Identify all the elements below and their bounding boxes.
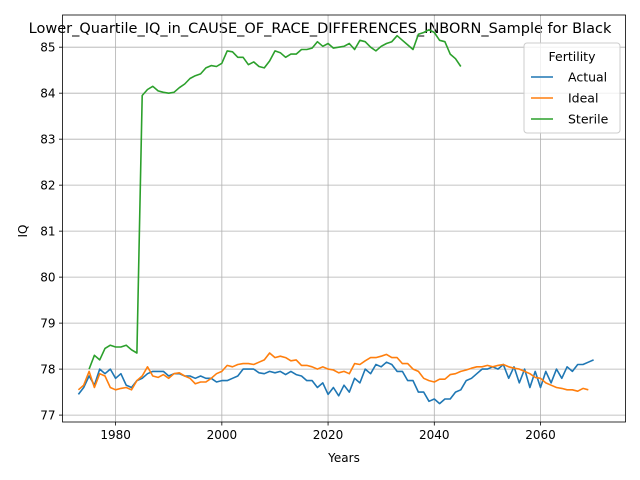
x-tick-label: 2040	[419, 428, 450, 442]
chart-title: Lower_Quartile_IQ_in_CAUSE_OF_RACE_DIFFE…	[29, 21, 612, 37]
legend-label-actual: Actual	[568, 70, 607, 85]
legend-label-sterile: Sterile	[568, 112, 609, 127]
y-axis: 77 78 79 80 81 82 83 84 85	[40, 41, 63, 423]
x-tick-label: 2020	[313, 428, 344, 442]
series-line-actual	[77, 359, 594, 405]
y-tick-label: 79	[40, 317, 55, 331]
y-tick-label: 84	[40, 87, 55, 101]
legend-items: Actual Ideal Sterile	[531, 70, 609, 127]
y-tick-label: 77	[40, 409, 55, 423]
y-tick-label: 82	[40, 179, 55, 193]
y-axis-label: IQ	[16, 225, 30, 238]
series-line-sterile	[88, 28, 462, 370]
x-tick-label: 2000	[207, 428, 238, 442]
x-axis-label: Years	[327, 451, 360, 465]
y-tick-label: 80	[40, 271, 55, 285]
y-tick-label: 81	[40, 225, 55, 239]
series-lines	[77, 28, 594, 405]
x-tick-label: 2060	[525, 428, 556, 442]
legend-box	[523, 42, 621, 134]
y-tick-label: 85	[40, 41, 55, 55]
legend-title: Fertility	[549, 49, 597, 64]
plot-frame	[62, 14, 626, 423]
legend: Fertility Actual Ideal Sterile	[523, 42, 621, 134]
y-tick-label: 78	[40, 363, 55, 377]
series-line-ideal	[77, 352, 589, 393]
y-tick-label: 83	[40, 133, 55, 147]
legend-label-ideal: Ideal	[568, 91, 598, 106]
x-tick-label: 1980	[100, 428, 131, 442]
x-axis: 1980 2000 2020 2040 2060	[100, 422, 556, 442]
